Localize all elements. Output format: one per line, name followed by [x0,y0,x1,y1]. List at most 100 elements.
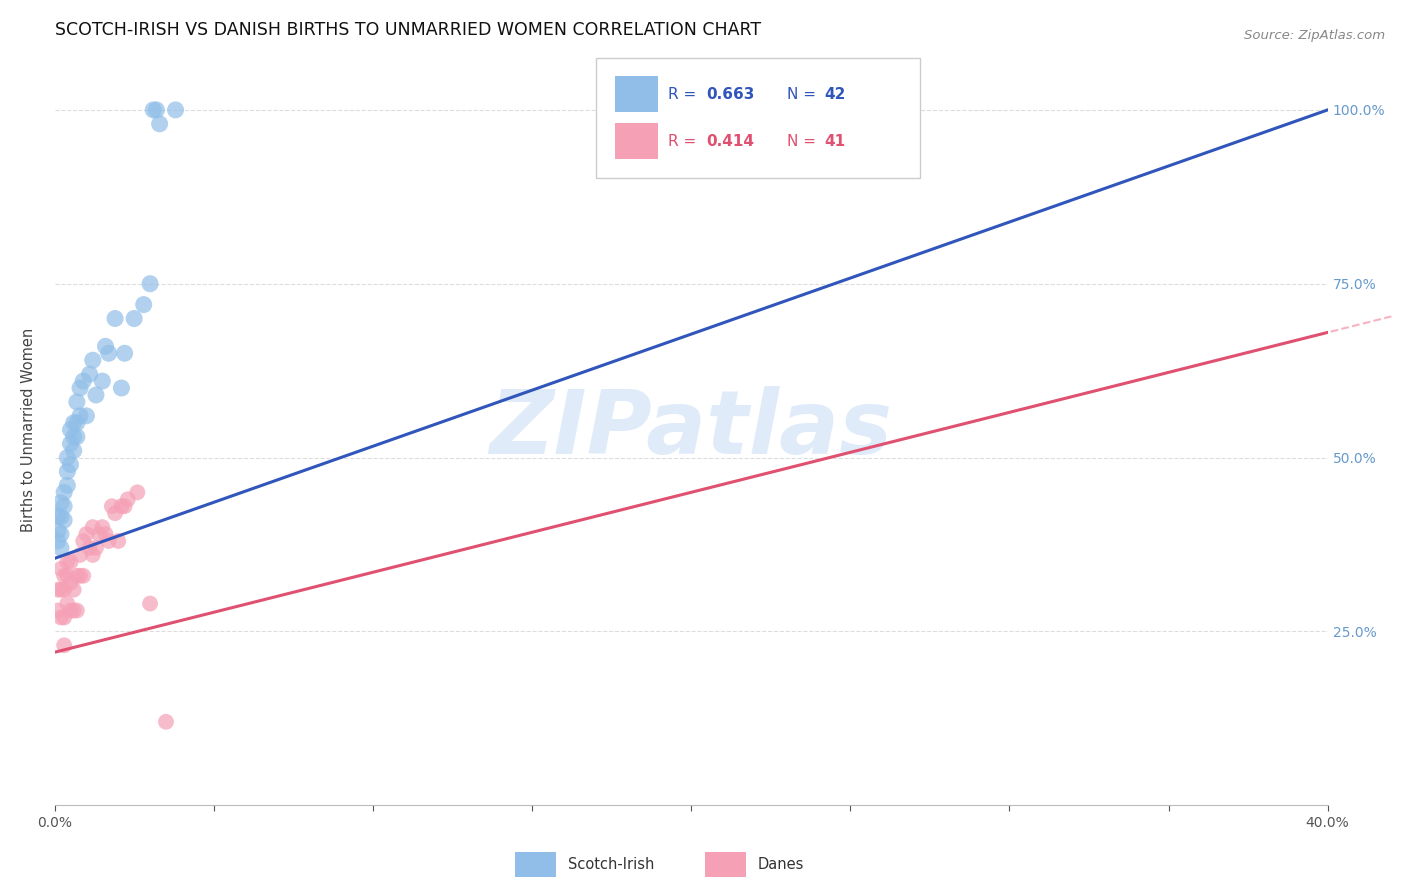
Point [53,610,76,624]
Point [79,367,101,381]
Y-axis label: Births to Unmarried Women: Births to Unmarried Women [21,327,35,532]
Text: N =: N = [786,134,821,149]
Point [110,500,132,514]
Point [107,534,129,549]
Point [127,485,149,500]
Point [56,450,79,465]
FancyBboxPatch shape [706,852,745,878]
Point [59,555,82,569]
Point [62,582,84,597]
FancyBboxPatch shape [614,76,658,112]
Point [59,575,82,590]
Point [49,527,72,541]
Point [149,117,172,131]
Point [49,582,72,597]
Text: 41: 41 [825,134,846,149]
Point [49,610,72,624]
Point [91,374,114,388]
Point [62,430,84,444]
Point [139,597,162,611]
Point [69,409,91,423]
Point [46,582,69,597]
Text: Source: ZipAtlas.com: Source: ZipAtlas.com [1244,29,1385,42]
Point [49,509,72,524]
Point [91,520,114,534]
Point [69,568,91,582]
Point [46,534,69,549]
Point [46,603,69,617]
Point [56,597,79,611]
Point [66,395,89,409]
Point [97,534,120,549]
Point [122,311,145,326]
Point [56,555,79,569]
Text: N =: N = [786,87,821,102]
Point [145,103,167,117]
Point [62,443,84,458]
Point [94,527,117,541]
Point [104,506,127,520]
Point [53,582,76,597]
Point [84,388,107,402]
Point [165,103,187,117]
Point [59,603,82,617]
Point [66,568,89,582]
Point [53,568,76,582]
Point [139,277,162,291]
Point [101,500,124,514]
FancyBboxPatch shape [516,852,557,878]
Point [82,548,104,562]
Point [66,416,89,430]
Point [46,509,69,524]
Point [97,346,120,360]
Point [66,430,89,444]
Text: R =: R = [668,134,702,149]
Point [69,381,91,395]
Text: 0.414: 0.414 [706,134,755,149]
Text: SCOTCH-IRISH VS DANISH BIRTHS TO UNMARRIED WOMEN CORRELATION CHART: SCOTCH-IRISH VS DANISH BIRTHS TO UNMARRI… [55,21,761,39]
Point [53,513,76,527]
FancyBboxPatch shape [614,123,658,160]
Point [82,353,104,368]
Point [49,562,72,576]
Text: 42: 42 [825,87,846,102]
Point [49,496,72,510]
Point [59,436,82,450]
Point [114,346,136,360]
Point [46,524,69,538]
Point [114,500,136,514]
Point [94,339,117,353]
Point [69,548,91,562]
FancyBboxPatch shape [596,58,921,178]
Point [62,416,84,430]
Point [62,603,84,617]
Point [110,381,132,395]
Point [53,485,76,500]
Point [72,534,94,549]
Point [72,374,94,388]
Point [56,568,79,582]
Text: Danes: Danes [758,857,804,872]
Point [53,638,76,652]
Text: 0.663: 0.663 [706,87,755,102]
Point [117,492,139,507]
Point [49,541,72,555]
Point [132,297,155,311]
Point [53,500,76,514]
Point [56,478,79,492]
Point [59,458,82,472]
Point [72,568,94,582]
Text: ZIPatlas: ZIPatlas [489,386,893,474]
Point [75,409,97,423]
Point [104,311,127,326]
Point [155,714,177,729]
Text: R =: R = [668,87,702,102]
Point [84,541,107,555]
Point [82,520,104,534]
Point [89,527,111,541]
Point [79,541,101,555]
Text: Scotch-Irish: Scotch-Irish [568,857,654,872]
Point [142,103,165,117]
Point [56,465,79,479]
Point [66,603,89,617]
